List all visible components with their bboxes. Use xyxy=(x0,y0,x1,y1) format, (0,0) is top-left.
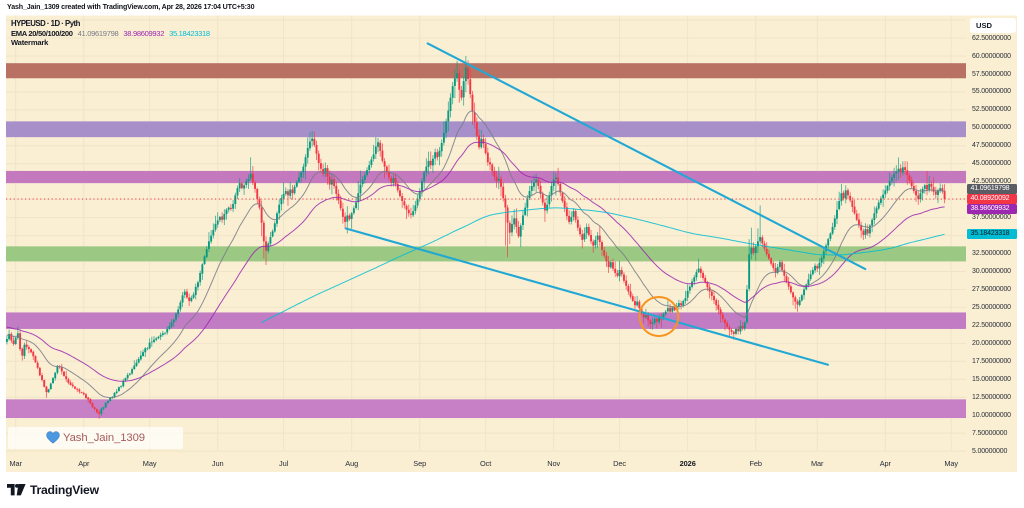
price-tick: 52.50000000 xyxy=(972,106,1011,114)
attribution-text: Yash_Jain_1309 created with TradingView.… xyxy=(7,2,255,11)
price-zone[interactable] xyxy=(6,246,966,262)
price-tick: 30.00000000 xyxy=(972,268,1011,275)
price-tick: 42.50000000 xyxy=(972,178,1011,186)
price-tick: 57.50000000 xyxy=(972,70,1011,78)
price-zone[interactable] xyxy=(6,312,966,329)
price-tick: 15.00000000 xyxy=(972,375,1011,383)
price-tick: 60.00000000 xyxy=(972,52,1011,60)
price-tick: 12.50000000 xyxy=(972,393,1011,401)
price-zone[interactable] xyxy=(6,399,966,419)
time-tick: Oct xyxy=(479,458,492,468)
price-tick: 25.00000000 xyxy=(972,303,1011,311)
time-tick: Apr xyxy=(879,458,891,468)
price-tick: 27.50000000 xyxy=(972,285,1011,293)
price-tick: 7.50000000 xyxy=(972,429,1008,437)
price-tick: 17.50000000 xyxy=(972,357,1011,365)
ema-100-line[interactable] xyxy=(261,207,945,323)
tradingview-wordmark: TradingView xyxy=(30,483,99,497)
price-tick: 32.50000000 xyxy=(972,250,1011,257)
time-tick: Mar xyxy=(9,458,22,468)
time-tick: Apr xyxy=(78,458,90,468)
tradingview-logo: TradingView xyxy=(7,483,99,497)
time-tick: Mar xyxy=(810,458,824,468)
last-price-label: 40.08920092 xyxy=(967,194,1017,204)
blue-heart-icon xyxy=(46,431,60,444)
ema100-value-label: 35.18423318 xyxy=(967,229,1017,240)
time-tick: Nov xyxy=(547,458,561,468)
currency-button[interactable]: USD xyxy=(970,18,1016,33)
drawings-layer xyxy=(344,42,867,366)
indicator-value: 38.98609932 xyxy=(123,28,165,38)
time-tick: Jul xyxy=(279,458,289,468)
legend-watermark[interactable]: Watermark xyxy=(11,38,49,48)
price-tick: 37.50000000 xyxy=(972,214,1011,222)
price-tick: 50.00000000 xyxy=(972,124,1011,132)
price-tick: 55.00000000 xyxy=(972,88,1011,96)
time-tick: Aug xyxy=(345,458,359,468)
price-zone[interactable] xyxy=(6,121,966,138)
ema50-value-label: 38.98609932 xyxy=(967,204,1017,214)
ema-50-line[interactable] xyxy=(6,141,945,382)
legend-indicator[interactable]: EMA 20/50/100/200 41.09619798 38.98609932 3… xyxy=(11,29,210,39)
time-tick: Feb xyxy=(749,458,762,468)
time-tick: 2026 xyxy=(679,458,696,468)
time-tick: Jun xyxy=(211,458,224,468)
legend-symbol[interactable]: HYPEUSD · 1D · Pyth xyxy=(11,19,80,28)
watermark-username: Yash_Jain_1309 xyxy=(63,431,145,444)
time-tick: Dec xyxy=(613,458,627,468)
trendline[interactable] xyxy=(426,42,867,271)
price-zone[interactable] xyxy=(6,63,966,79)
price-tick: 5.00000000 xyxy=(972,447,1008,455)
ellipse-annotation[interactable] xyxy=(638,295,680,338)
trendline[interactable] xyxy=(344,227,830,366)
price-zone[interactable] xyxy=(6,170,966,184)
price-tick: 62.50000000 xyxy=(972,34,1011,42)
time-tick: Sep xyxy=(413,458,427,468)
time-tick: May xyxy=(944,458,959,468)
ema-lines-layer xyxy=(6,110,945,398)
price-tick: 47.50000000 xyxy=(972,142,1011,150)
tradingview-logo-icon xyxy=(7,484,26,496)
indicator-value: 35.18423318 xyxy=(169,28,210,38)
time-tick: May xyxy=(142,458,157,468)
ema-20-line[interactable] xyxy=(6,110,945,398)
price-tick: 10.00000000 xyxy=(972,411,1011,419)
ema20-value-label: 41.09619798 xyxy=(967,184,1017,194)
indicator-name: EMA 20/50/100/200 xyxy=(11,28,73,38)
price-tick: 45.00000000 xyxy=(972,160,1011,168)
candlestick-series[interactable] xyxy=(5,56,946,419)
chart-legend: HYPEUSD · 1D · Pyth EMA 20/50/100/200 41.… xyxy=(11,19,210,48)
price-tick: 20.00000000 xyxy=(972,339,1011,347)
price-tick: 22.50000000 xyxy=(972,321,1011,329)
watermark-badge: Yash_Jain_1309 xyxy=(8,426,183,449)
indicator-value: 41.09619798 xyxy=(77,28,119,38)
